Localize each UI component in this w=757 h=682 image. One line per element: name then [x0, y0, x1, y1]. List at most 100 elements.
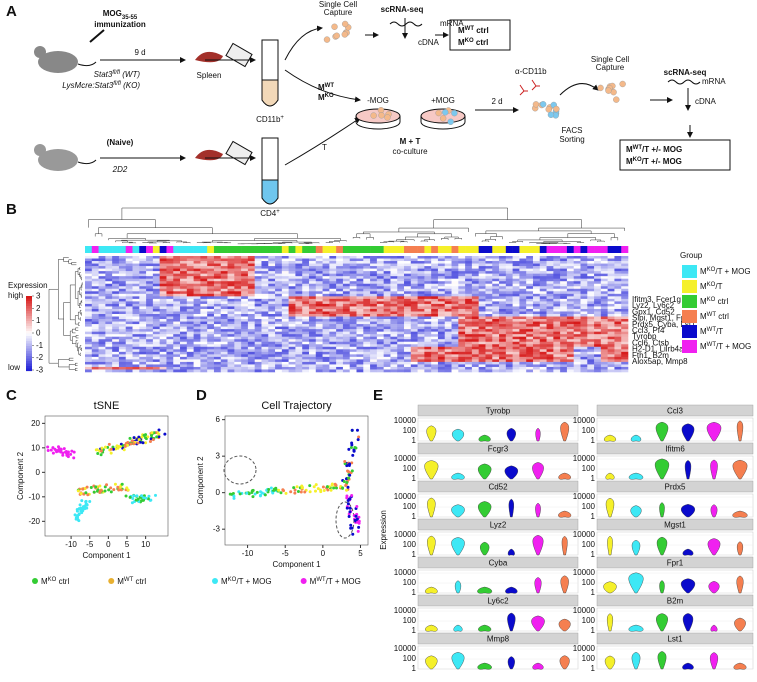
heatmap-cell: [186, 361, 194, 365]
heatmap-cell: [492, 308, 500, 312]
heatmap-cell: [465, 314, 473, 317]
t-label: T: [322, 143, 327, 152]
heatmap-cell: [404, 354, 412, 358]
heatmap-cell: [125, 311, 133, 315]
heatmap-cell: [166, 273, 174, 277]
heatmap-cell: [91, 266, 99, 269]
heatmap-cell: [607, 314, 615, 317]
heatmap-cell: [254, 283, 262, 287]
heatmap-cell: [532, 329, 541, 332]
heatmap-cell: [614, 339, 622, 343]
heatmap-cell: [220, 344, 228, 348]
heatmap-cell: [539, 291, 547, 295]
violin: [605, 497, 615, 518]
heatmap-cell: [485, 308, 493, 312]
gene-name: Cyba: [489, 559, 508, 568]
heatmap-cell: [424, 324, 432, 327]
violin: [560, 421, 570, 442]
heatmap-cell: [587, 329, 595, 332]
heatmap-cell: [186, 308, 194, 312]
heatmap-cell: [213, 263, 222, 267]
heatmap-cell: [444, 369, 452, 373]
heatmap-cell: [220, 281, 228, 285]
heatmap-cell: [186, 326, 194, 330]
facet-header: [596, 632, 754, 645]
heatmap-cell: [397, 296, 405, 300]
heatmap-cell: [560, 326, 568, 330]
heatmap-cell: [152, 286, 160, 290]
heatmap-cell: [512, 314, 520, 317]
heatmap-cell: [234, 324, 242, 327]
violin: [477, 463, 492, 480]
violin: [682, 548, 694, 556]
heatmap-cell: [451, 331, 459, 335]
heatmap-cell: [580, 281, 588, 285]
heatmap-cell: [261, 261, 269, 264]
heatmap-cell: [227, 329, 235, 332]
output-label: MKO ctrl: [458, 38, 488, 47]
text-part: M: [318, 83, 325, 92]
x-tick-label: 10: [141, 540, 150, 549]
heatmap-cell: [390, 351, 398, 355]
heatmap-cell: [322, 263, 330, 267]
heatmap-cell: [458, 349, 466, 353]
heatmap-cell: [125, 261, 133, 264]
heatmap-cell: [546, 361, 554, 365]
cell-point: [322, 488, 326, 492]
heatmap-cell: [85, 331, 93, 335]
heatmap-cell: [166, 258, 174, 262]
heatmap-cell: [417, 296, 425, 300]
dendrogram: [79, 317, 81, 321]
text-part: (WT): [120, 70, 140, 79]
heatmap-cell: [193, 306, 201, 310]
heatmap-cell: [152, 359, 160, 363]
heatmap-cell: [370, 291, 378, 295]
heatmap-cell: [566, 298, 574, 302]
scale-swatch: [26, 368, 32, 372]
heatmap-cell: [234, 268, 242, 272]
violin: [706, 422, 722, 442]
heatmap-cell: [451, 356, 459, 360]
heatmap-cell: [539, 303, 547, 307]
heatmap-cell: [308, 359, 317, 363]
heatmap-cell: [295, 273, 303, 277]
heatmap-cell: [573, 359, 581, 363]
heatmap-cell: [132, 283, 140, 287]
heatmap-cell: [186, 366, 194, 370]
heatmap-cell: [241, 349, 249, 353]
heatmap-cell: [118, 303, 127, 307]
heatmap-cell: [607, 364, 615, 368]
heatmap-cell: [465, 359, 473, 363]
heatmap-cell: [471, 308, 479, 312]
heatmap-cell: [200, 278, 208, 282]
heatmap-cell: [614, 341, 622, 345]
heatmap-cell: [193, 298, 201, 302]
heatmap-cell: [560, 334, 568, 337]
x-tick-label: 0: [321, 549, 326, 558]
text-part: KO: [325, 93, 334, 99]
heatmap-cell: [139, 283, 147, 287]
heatmap-cell: [213, 334, 222, 337]
heatmap-cell: [268, 341, 276, 345]
heatmap-cell: [322, 278, 330, 282]
heatmap-cell: [186, 344, 194, 348]
heatmap-cell: [607, 263, 615, 267]
heatmap-cell: [112, 319, 120, 322]
facet-header: [417, 518, 579, 531]
heatmap-cell: [220, 341, 228, 345]
heatmap-cell: [159, 334, 167, 337]
heatmap-cell: [607, 268, 615, 272]
cell-point: [354, 446, 358, 450]
heatmap-cell: [587, 281, 595, 285]
heatmap-cell: [329, 321, 337, 325]
heatmap-cell: [478, 308, 486, 312]
heatmap-cell: [532, 331, 541, 335]
cell-point: [357, 525, 361, 529]
heatmap-cell: [553, 301, 561, 305]
heatmap-cell: [573, 308, 581, 312]
heatmap-cell: [342, 324, 351, 327]
cell-point: [120, 482, 124, 486]
heatmap-cell: [573, 319, 581, 322]
facet-panel: [596, 493, 754, 518]
heatmap-cell: [322, 288, 330, 292]
